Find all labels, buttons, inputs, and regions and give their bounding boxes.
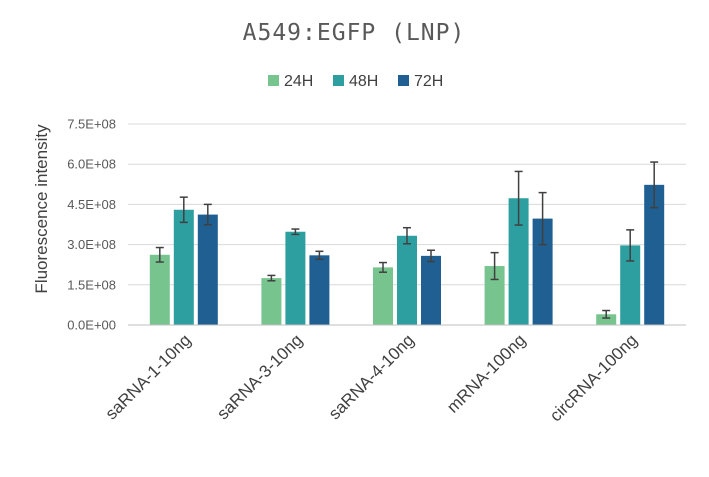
y-tick-label: 4.5E+08 [67, 197, 116, 212]
error-bar [490, 251, 499, 281]
legend-item: 24H [268, 73, 313, 90]
bar-72h-2 [309, 255, 330, 325]
legend-swatch [333, 75, 344, 86]
y-tick-label: 3.0E+08 [67, 237, 116, 252]
error-bar [179, 196, 188, 224]
error-bars [155, 161, 659, 319]
y-tick-label: 1.5E+08 [67, 277, 116, 292]
bar-24h-4 [484, 266, 505, 325]
legend-swatch [268, 75, 279, 86]
bar-72h-1 [197, 214, 218, 325]
error-bar [650, 161, 659, 209]
x-tick-label: saRNA-3-10ng [213, 330, 306, 423]
x-axis-labels: saRNA-1-10ng saRNA-3-10ng saRNA-4-10ng mRNA… [102, 330, 641, 425]
bars [149, 184, 665, 325]
y-axis-title: Fluorescence intensity [32, 124, 51, 294]
legend-item: 72H [398, 73, 443, 90]
bar-48h-1 [173, 209, 194, 325]
legend-label: 24H [284, 73, 313, 90]
gridlines [128, 123, 686, 286]
bar-72h-5 [644, 184, 665, 325]
bar-72h-3 [421, 255, 441, 325]
legend-item: 48H [333, 73, 378, 90]
error-bar [291, 228, 300, 236]
error-bar [155, 246, 164, 263]
bar-24h-3 [373, 267, 393, 325]
error-bar [626, 229, 635, 262]
error-bar [315, 250, 324, 261]
x-tick-label: saRNA-4-10ng [325, 330, 418, 423]
bar-72h-4 [532, 218, 553, 325]
legend-swatch [398, 75, 409, 86]
y-axis-ticks: 0.0E+00 1.5E+08 3.0E+08 4.5E+08 6.0E+08 7.5E+… [67, 117, 116, 333]
error-bar [538, 191, 547, 246]
bar-24h-2 [261, 278, 282, 325]
legend: 24H 48H 72H [268, 73, 443, 90]
y-tick-label: 0.0E+00 [67, 318, 116, 333]
bar-48h-3 [397, 235, 417, 325]
bar-24h-1 [149, 254, 170, 325]
bar-48h-5 [620, 245, 641, 325]
bar-24h-5 [596, 314, 617, 325]
error-bar [379, 261, 387, 273]
x-tick-label: saRNA-1-10ng [102, 330, 195, 423]
error-bar [267, 274, 276, 282]
legend-label: 48H [349, 73, 378, 90]
bar-48h-4 [508, 198, 529, 325]
error-bar [514, 170, 523, 226]
bar-48h-2 [285, 231, 306, 325]
error-bar [403, 226, 411, 245]
y-tick-label: 7.5E+08 [67, 117, 116, 132]
error-bar [602, 309, 611, 319]
error-bar [427, 249, 435, 263]
x-tick-label: mRNA-100ng [443, 330, 529, 416]
x-tick-label: circRNA-100ng [546, 330, 641, 425]
error-bar [203, 203, 212, 226]
chart-title: A549:EGFP (LNP) [243, 20, 466, 46]
y-tick-label: 6.0E+08 [67, 157, 116, 172]
legend-label: 72H [414, 73, 443, 90]
